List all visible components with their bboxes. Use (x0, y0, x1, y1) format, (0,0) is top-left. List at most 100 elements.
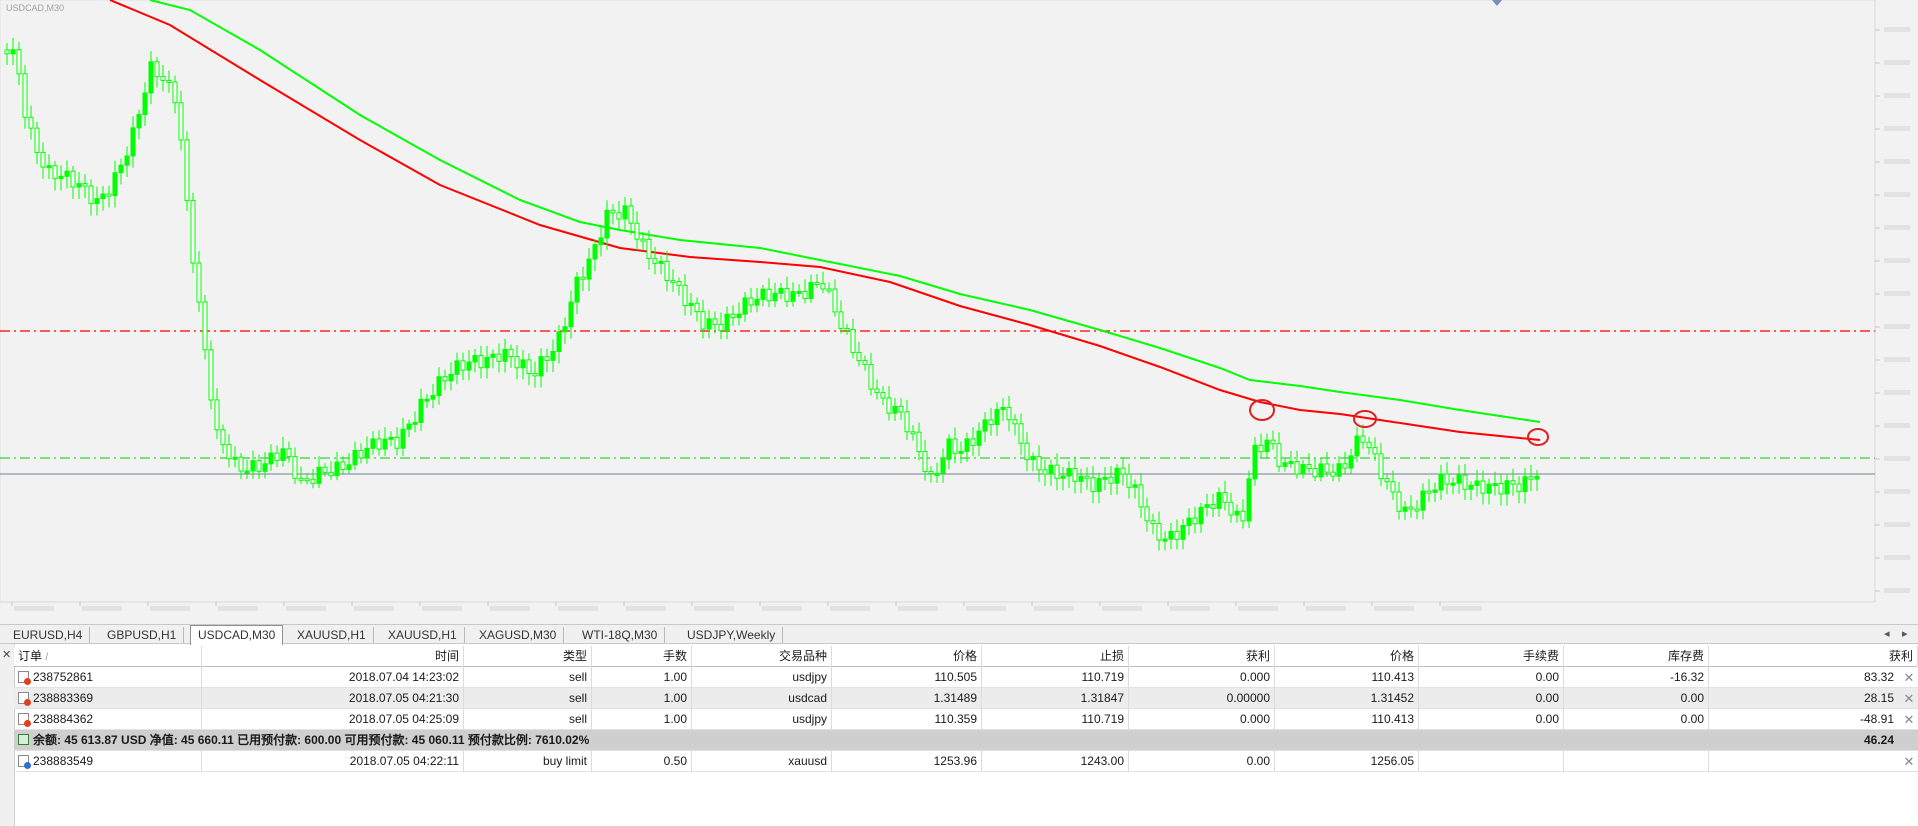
candle-body (340, 461, 346, 470)
candle-body (1444, 473, 1450, 485)
candle-body (412, 421, 418, 425)
order-commission: 0.00 (1419, 688, 1564, 709)
candle-body (808, 282, 814, 300)
candle-body (286, 448, 292, 458)
time-tick-label (82, 606, 122, 611)
tab-scroll-left-icon[interactable]: ◂ (1884, 628, 1890, 640)
order-price: 110.505 (832, 667, 982, 688)
candle-body (592, 244, 598, 260)
col-commission-header[interactable]: 手续费 (1419, 646, 1564, 667)
candle-body (1372, 447, 1378, 455)
delete-order-icon[interactable]: ✕ (1903, 754, 1915, 769)
tab-xauusd-h1-b[interactable]: XAUUSD,H1 (381, 627, 465, 643)
price-tick-label (1884, 159, 1910, 164)
candle-body (1342, 463, 1348, 469)
candle-body (892, 405, 898, 414)
tab-gbpusd-h1[interactable]: GBPUSD,H1 (100, 627, 185, 643)
candle-body (1432, 489, 1438, 493)
candle-body (1084, 475, 1090, 479)
table-row[interactable]: 238884362 2018.07.05 04:25:09 sell 1.00 … (14, 709, 1918, 730)
candle-body (94, 198, 100, 205)
candle-body (886, 397, 892, 414)
candle-body (604, 209, 610, 239)
close-order-icon[interactable]: ✕ (1903, 691, 1915, 706)
candle-body (496, 353, 502, 362)
col-type-header[interactable]: 类型 (464, 646, 592, 667)
order-symbol: usdjpy (692, 709, 832, 730)
candle-body (1288, 461, 1294, 465)
order-current-price: 1.31452 (1275, 688, 1419, 709)
terminal-header-row: 订单 / 时间 类型 手数 交易品种 价格 止损 获利 价格 手续费 库存费 获… (14, 646, 1918, 667)
candle-body (670, 280, 676, 284)
candle-body (76, 183, 82, 188)
candle-body (388, 436, 394, 440)
tab-eurusd-h4[interactable]: EURUSD,H4 (6, 627, 91, 643)
candle-body (544, 356, 550, 361)
candle-body (238, 456, 244, 472)
order-lots: 1.00 (592, 688, 692, 709)
tab-xagusd-m30[interactable]: XAGUSD,M30 (472, 627, 565, 643)
close-order-icon[interactable]: ✕ (1903, 712, 1915, 727)
col-price-header[interactable]: 价格 (832, 646, 982, 667)
chart-shift-marker-icon[interactable] (1492, 0, 1502, 6)
order-tp: 0.000 (1129, 667, 1275, 688)
price-tick-label (1884, 555, 1910, 560)
order-profit: 83.32 (1863, 670, 1894, 684)
candle-body (346, 464, 352, 470)
col-sl-header[interactable]: 止损 (982, 646, 1129, 667)
candle-body (244, 470, 250, 474)
col-tp-header[interactable]: 获利 (1129, 646, 1275, 667)
candle-body (328, 471, 334, 477)
tab-scroll-right-icon[interactable]: ▸ (1902, 628, 1908, 640)
candle-body (46, 165, 52, 169)
candle-body (88, 185, 94, 205)
candle-body (712, 318, 718, 325)
col-current-price-header[interactable]: 价格 (1275, 646, 1419, 667)
col-order-header[interactable]: 订单 / (14, 646, 202, 667)
order-tp: 0.00 (1129, 751, 1275, 772)
col-lots-header[interactable]: 手数 (592, 646, 692, 667)
candle-body (52, 165, 58, 180)
order-price: 1.31489 (832, 688, 982, 709)
tab-usdjpy-weekly[interactable]: USDJPY,Weekly (680, 627, 784, 643)
candle-body (448, 373, 454, 382)
candle-body (688, 302, 694, 307)
table-row[interactable]: 238752861 2018.07.04 14:23:02 sell 1.00 … (14, 667, 1918, 688)
candle-body (520, 359, 526, 369)
col-swap-header[interactable]: 库存费 (1564, 646, 1709, 667)
terminal-close-icon[interactable]: ✕ (2, 649, 12, 661)
order-lots: 0.50 (592, 751, 692, 772)
time-tick-label (422, 606, 462, 611)
candle-body (442, 376, 448, 382)
close-order-icon[interactable]: ✕ (1903, 670, 1915, 685)
tab-wti-m30[interactable]: WTI-18Q,M30 (575, 627, 666, 643)
tab-usdcad-m30[interactable]: USDCAD,M30 (190, 625, 284, 645)
candle-body (256, 460, 262, 472)
tab-xauusd-h1-a[interactable]: XAUUSD,H1 (290, 627, 374, 643)
candle-body (1228, 501, 1234, 516)
order-current-price: 110.413 (1275, 709, 1419, 730)
order-sl: 110.719 (982, 667, 1129, 688)
candle-body (1174, 530, 1180, 540)
table-row[interactable]: 238883369 2018.07.05 04:21:30 sell 1.00 … (14, 688, 1918, 709)
pending-order-icon (18, 754, 31, 769)
candle-body (940, 458, 946, 474)
candle-body (1120, 467, 1126, 475)
candle-body (898, 405, 904, 413)
candle-body (142, 92, 148, 116)
col-symbol-header[interactable]: 交易品种 (692, 646, 832, 667)
col-time-header[interactable]: 时间 (202, 646, 464, 667)
candle-body (406, 423, 412, 430)
candle-body (814, 282, 820, 286)
chart-canvas[interactable] (0, 0, 1918, 624)
candle-body (280, 448, 286, 461)
order-number: 238884362 (33, 712, 94, 726)
price-chart[interactable]: USDCAD,M30 (0, 0, 1918, 624)
order-sl: 110.719 (982, 709, 1129, 730)
candle-body (964, 438, 970, 452)
col-profit-header[interactable]: 获利 (1709, 646, 1918, 667)
order-time: 2018.07.04 14:23:02 (202, 667, 464, 688)
candle-body (508, 348, 514, 358)
table-row[interactable]: 238883549 2018.07.05 04:22:11 buy limit … (14, 751, 1918, 772)
order-current-price: 1256.05 (1275, 751, 1419, 772)
